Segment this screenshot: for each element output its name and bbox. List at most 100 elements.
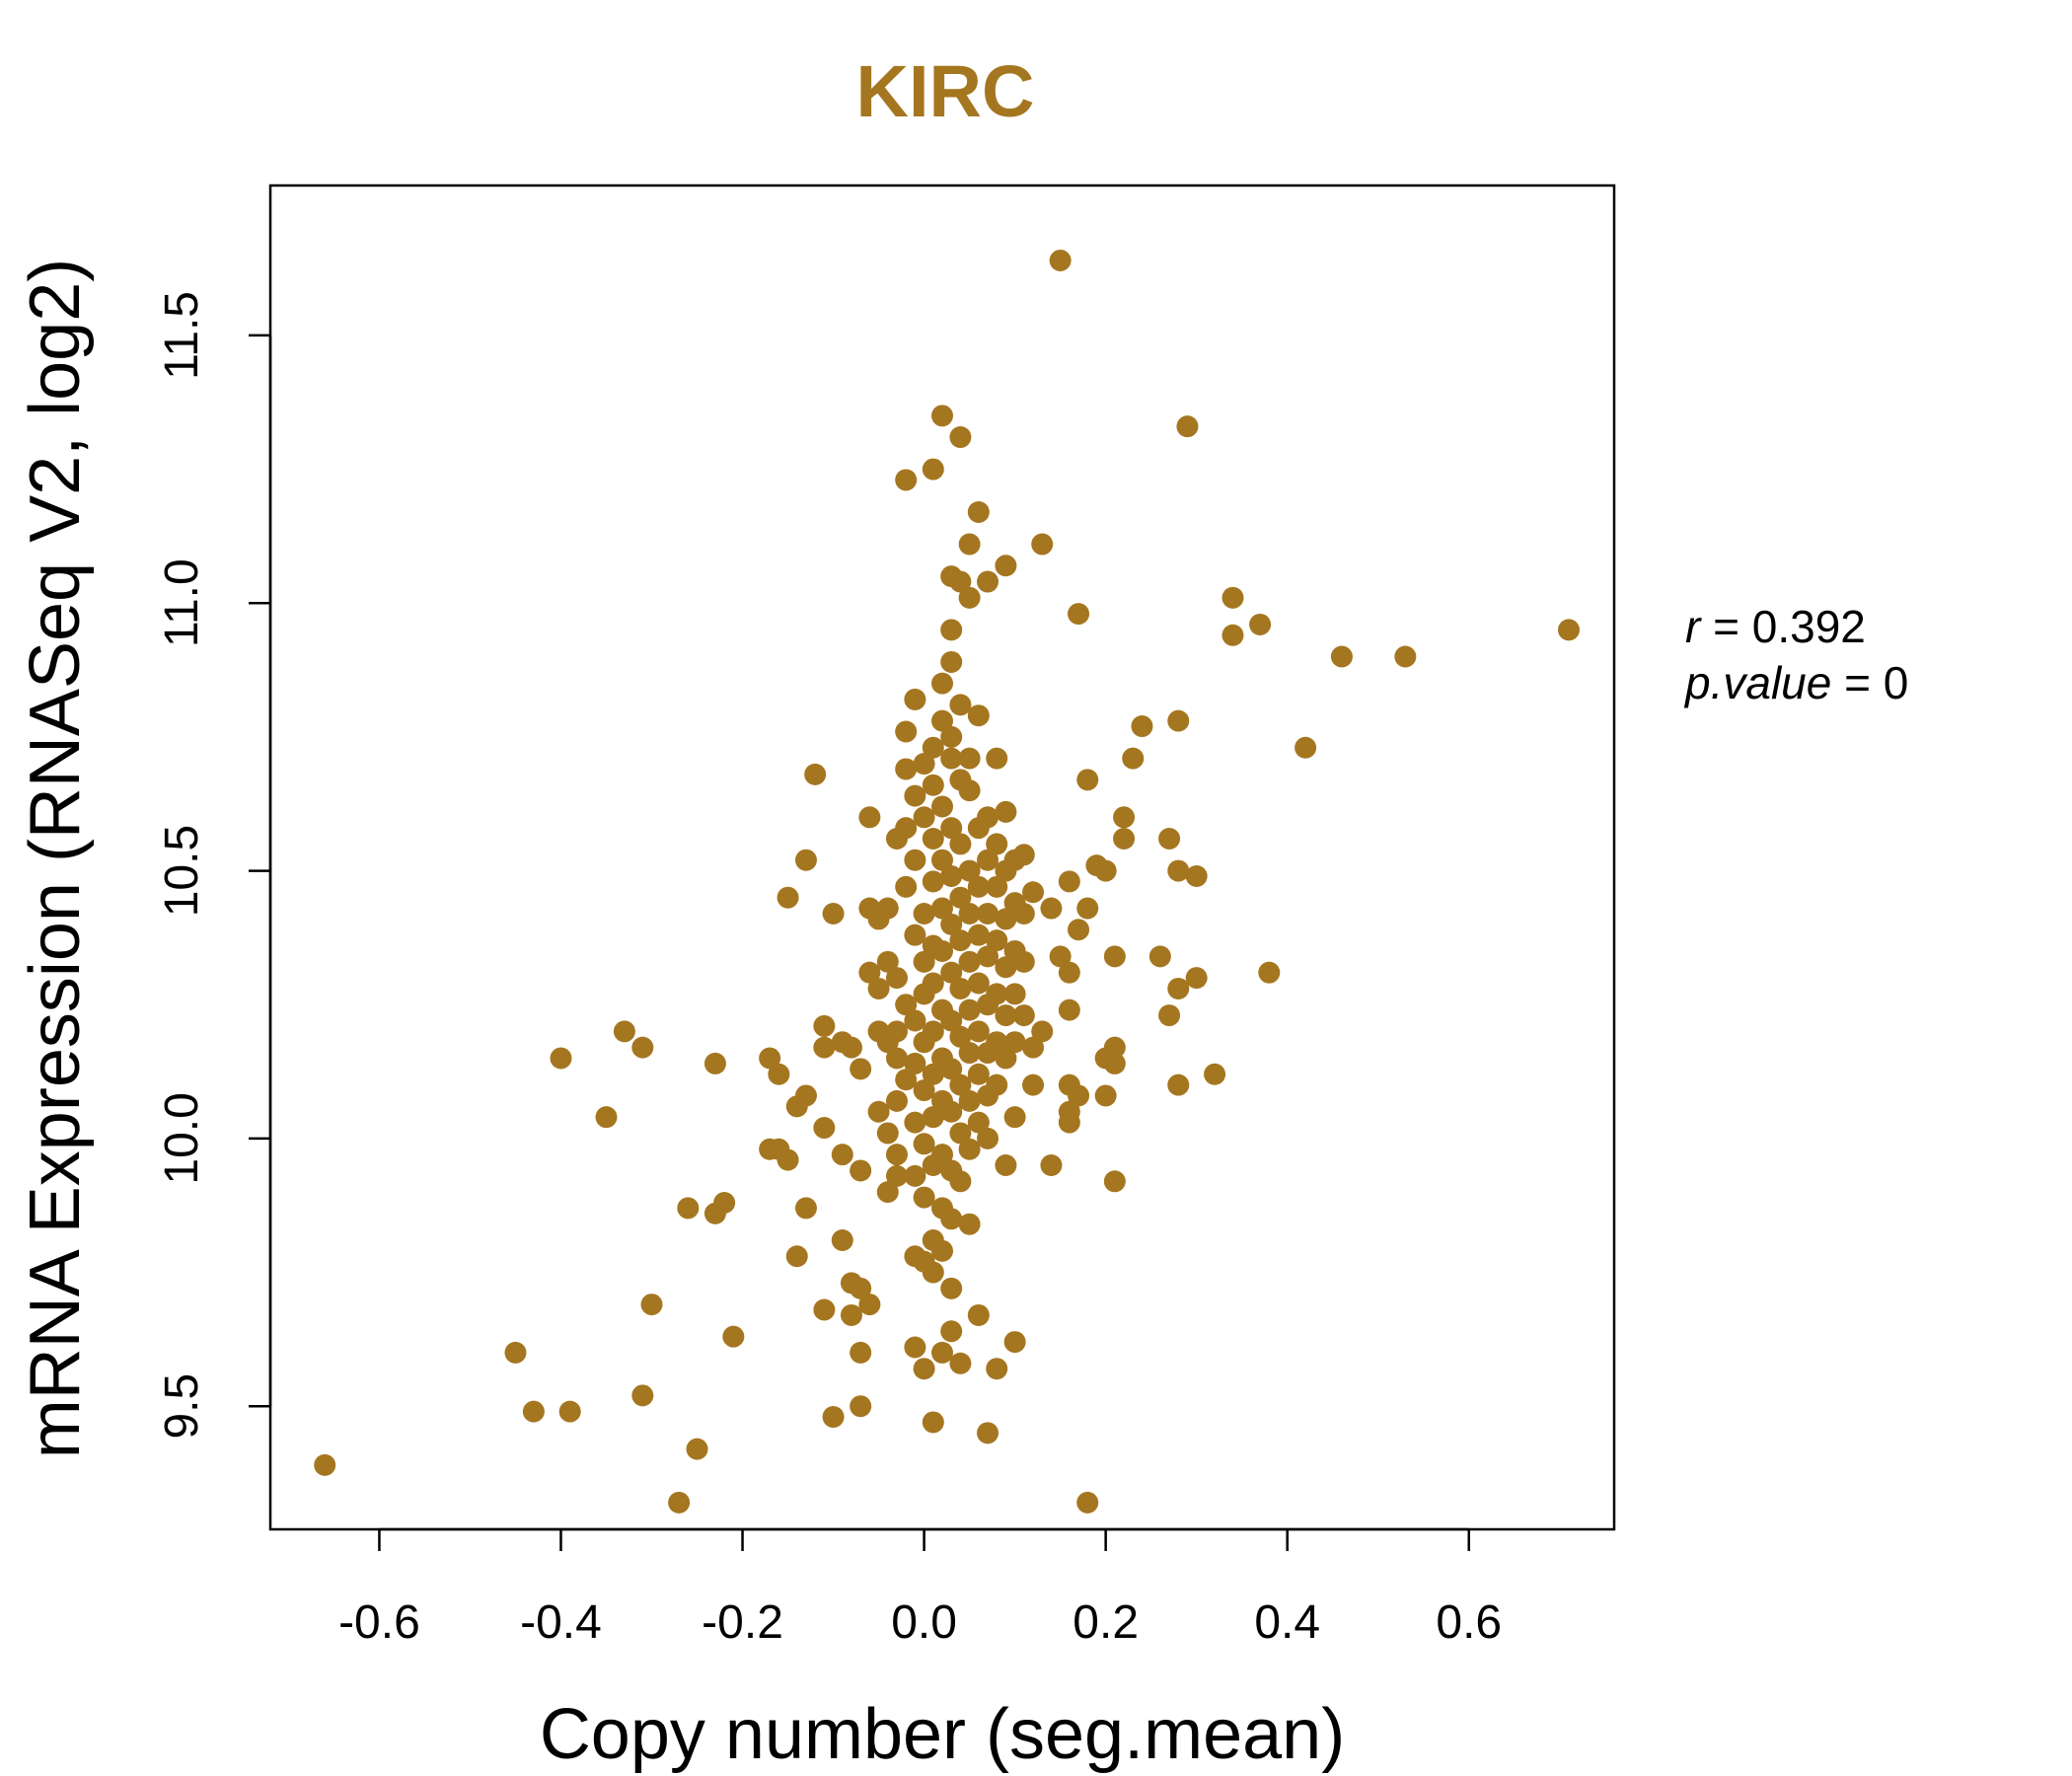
scatter-point	[940, 817, 963, 840]
scatter-point	[813, 1298, 836, 1321]
scatter-point	[967, 1111, 990, 1134]
scatter-point	[314, 1453, 336, 1476]
scatter-point	[876, 950, 899, 973]
scatter-point	[986, 1031, 1008, 1054]
scatter-point	[1204, 1063, 1226, 1085]
scatter-point	[858, 961, 881, 984]
scatter-point	[986, 929, 1008, 952]
scatter-point	[831, 1228, 853, 1251]
scatter-point	[595, 1106, 618, 1129]
scatter-point	[967, 1303, 990, 1326]
chart-title: KIRC	[856, 50, 1035, 132]
scatter-point	[1022, 1073, 1045, 1096]
scatter-point	[1003, 1331, 1026, 1354]
scatter-point	[1249, 613, 1272, 635]
scatter-point	[777, 886, 799, 909]
scatter-point	[949, 1073, 972, 1096]
r-symbol: r	[1685, 601, 1702, 652]
scatter-point	[1012, 1004, 1035, 1027]
scatter-point	[904, 1336, 926, 1359]
scatter-point	[958, 859, 981, 882]
scatter-point	[703, 1052, 726, 1074]
scatter-point	[885, 1047, 908, 1070]
scatter-point	[1003, 983, 1026, 1005]
scatter-point	[940, 650, 963, 673]
scatter-point	[949, 929, 972, 952]
scatter-point	[831, 1144, 853, 1166]
scatter-point	[1031, 533, 1054, 555]
scatter-point	[794, 849, 817, 871]
scatter-point	[913, 753, 935, 776]
scatter-point	[668, 1491, 691, 1514]
scatter-point	[922, 1106, 944, 1129]
scatter-point	[940, 619, 963, 641]
scatter-point	[931, 939, 953, 962]
scatter-point	[1003, 1031, 1026, 1054]
scatter-point	[977, 945, 999, 968]
scatter-point	[949, 1122, 972, 1145]
y-tick-label: 9.5	[156, 1373, 208, 1440]
scatter-point	[1103, 1052, 1126, 1074]
scatter-point	[1068, 919, 1090, 941]
scatter-point	[922, 870, 944, 893]
scatter-point	[940, 747, 963, 770]
scatter-point	[722, 1325, 745, 1348]
scatter-point	[1113, 806, 1136, 829]
scatter-point	[850, 1058, 872, 1080]
scatter-point	[768, 1063, 790, 1085]
scatter-point	[840, 1036, 862, 1059]
scatter-point	[922, 828, 944, 851]
scatter-point	[995, 1047, 1017, 1070]
scatter-point	[686, 1438, 708, 1460]
scatter-point	[895, 758, 918, 780]
scatter-point	[904, 784, 926, 807]
scatter-point	[1058, 870, 1080, 893]
scatter-point	[1040, 1154, 1063, 1177]
scatter-point	[949, 1025, 972, 1048]
scatter-point	[1185, 864, 1208, 887]
scatter-point	[813, 1036, 836, 1059]
scatter-point	[1557, 619, 1580, 641]
scatter-point	[958, 747, 981, 770]
p-value: 0	[1884, 657, 1909, 708]
scatter-point	[958, 1042, 981, 1065]
scatter-point	[913, 950, 935, 973]
scatter-point	[867, 977, 890, 999]
scatter-point	[1148, 945, 1171, 968]
scatter-point	[1076, 769, 1099, 791]
scatter-point	[904, 849, 926, 871]
scatter-point	[958, 779, 981, 802]
scatter-point	[958, 1089, 981, 1112]
scatter-point	[1295, 736, 1317, 759]
scatter-point	[613, 1020, 635, 1043]
scatter-point	[504, 1341, 527, 1364]
scatter-point	[1003, 1106, 1026, 1129]
scatter-point	[1068, 1084, 1090, 1107]
scatter-point	[949, 886, 972, 909]
x-tick-label: -0.2	[702, 1596, 783, 1649]
scatter-point	[1122, 747, 1145, 770]
scatter-point	[940, 1208, 963, 1230]
scatter-point	[940, 1009, 963, 1032]
scatter-point	[913, 1079, 935, 1102]
scatter-point	[995, 1004, 1017, 1027]
scatter-point	[931, 709, 953, 732]
scatter-point	[885, 1164, 908, 1187]
scatter-point	[1258, 961, 1281, 984]
scatter-point	[1176, 415, 1199, 438]
p-equals: =	[1831, 657, 1883, 708]
scatter-point	[904, 688, 926, 710]
scatter-point	[822, 902, 845, 925]
scatter-point	[995, 908, 1017, 930]
scatter-point	[931, 672, 953, 695]
scatter-point	[967, 501, 990, 524]
scatter-point	[895, 720, 918, 743]
scatter-point	[895, 1069, 918, 1091]
scatter-point	[1094, 859, 1117, 882]
scatter-point	[940, 1100, 963, 1123]
scatter-point	[977, 902, 999, 925]
scatter-point	[1076, 1491, 1099, 1514]
scatter-point	[904, 924, 926, 946]
scatter-point	[1103, 1170, 1126, 1193]
scatter-point	[876, 897, 899, 920]
